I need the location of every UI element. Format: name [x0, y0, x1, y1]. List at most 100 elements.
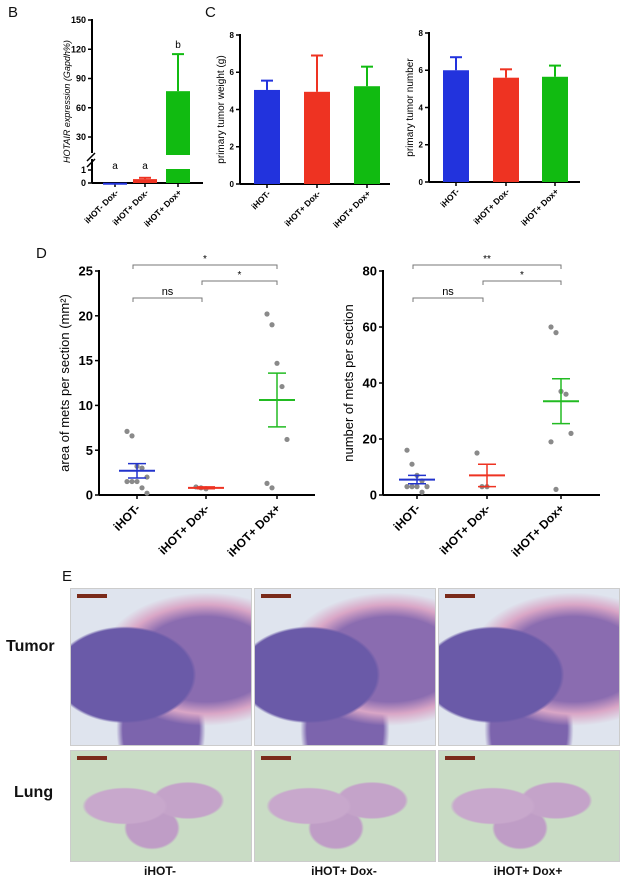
panel-label-d: D [36, 245, 47, 262]
y-axis-label: HOTAIR expression (Gapdh%) [62, 40, 72, 163]
significance-label: ** [483, 254, 491, 265]
y-tick-label: 90 [76, 74, 86, 84]
significance-letter: a [142, 161, 148, 172]
significance-letter: a [112, 161, 118, 172]
x-tick-label: iHOT+ Dox- [282, 188, 322, 228]
data-point [404, 447, 410, 453]
y-tick-label: 4 [230, 105, 235, 114]
bar [443, 70, 469, 182]
axis-break-mark [86, 152, 96, 162]
lung-histology-image [254, 750, 436, 862]
y-tick-label: 0 [81, 178, 86, 188]
x-tick-label: iHOT+ Dox- [471, 186, 511, 226]
y-axis-label: area of mets per section (mm²) [57, 294, 72, 472]
y-tick-label: 30 [76, 132, 86, 142]
y-tick-label: 60 [363, 320, 377, 335]
tumor-histology-image [254, 588, 436, 746]
y-axis-label: number of mets per section [341, 304, 356, 462]
chart-c2: 0 2 4 6 8 primary tumor number iHOT-iHOT+ Dox-… [405, 29, 580, 228]
data-point [409, 461, 415, 467]
y-tick-label: 20 [79, 308, 93, 323]
significance-letter: b [175, 40, 181, 51]
row-label-tumor: Tumor [6, 638, 55, 655]
significance-label: ns [442, 286, 454, 298]
data-point [563, 391, 569, 397]
y-tick-label: 0 [230, 180, 235, 189]
data-point [144, 474, 150, 480]
y-axis-label: primary tumor number [405, 58, 416, 157]
scale-bar [261, 594, 291, 598]
y-tick-label: 80 [363, 264, 377, 279]
x-tick-label: iHOT+ Dox+ [225, 501, 283, 559]
data-point [139, 465, 145, 471]
data-point [419, 489, 425, 495]
bar [493, 77, 519, 182]
bar [166, 91, 190, 155]
data-point [129, 478, 135, 485]
lung-histology-image [70, 750, 252, 862]
y-tick-label: 8 [230, 31, 235, 40]
data-point [264, 480, 270, 486]
y-tick-label: 5 [86, 443, 93, 458]
data-point [414, 484, 420, 490]
y-tick-label: 0 [419, 178, 424, 187]
y-tick-label: 15 [79, 353, 93, 368]
bar [254, 89, 280, 184]
significance-label: * [238, 270, 242, 281]
bar [542, 76, 568, 182]
panel-label-e: E [62, 568, 73, 585]
significance-label: * [203, 254, 207, 265]
column-label-ihot-plus-dox-minus: iHOT+ Dox- [311, 864, 377, 878]
bar [103, 182, 127, 185]
y-tick-label: 40 [363, 376, 377, 391]
y-tick-label: 8 [419, 29, 424, 38]
data-point [124, 428, 130, 434]
axis-break-mark [86, 158, 96, 168]
data-point [124, 478, 130, 485]
data-point [424, 484, 430, 490]
column-label-ihot-minus: iHOT- [144, 864, 176, 878]
chart-b: 0 1 30 60 90 120 150 HOTAIR expression (Gapdh%)… [62, 15, 203, 229]
data-point [474, 450, 480, 456]
tumor-histology-image [438, 588, 620, 746]
scale-bar [445, 756, 475, 760]
scale-bar [445, 594, 475, 598]
panel-label-c: C [205, 4, 216, 21]
significance-bracket [412, 264, 562, 269]
x-tick-label: iHOT- [438, 186, 461, 209]
chart-c1: 0 2 4 6 8 primary tumor weight (g) iHOT-iHOT+ … [216, 31, 390, 230]
significance-bracket [482, 280, 562, 285]
x-tick-label: iHOT+ Dox+ [331, 188, 372, 229]
data-point [568, 430, 574, 436]
data-point [274, 360, 280, 366]
y-tick-label: 60 [76, 103, 86, 113]
x-tick-label: iHOT- [391, 501, 424, 534]
panel-label-b: B [8, 4, 19, 21]
bar [133, 179, 157, 183]
significance-label: * [520, 270, 524, 281]
significance-bracket [132, 264, 278, 269]
bar [166, 169, 190, 183]
y-tick-label: 150 [71, 15, 86, 25]
data-point [548, 324, 554, 330]
data-point [264, 311, 270, 317]
data-point [284, 436, 290, 443]
row-label-lung: Lung [14, 784, 54, 801]
data-point [134, 478, 140, 485]
data-point [129, 433, 135, 439]
y-tick-label: 20 [363, 432, 377, 447]
lung-histology-image [438, 750, 620, 862]
y-tick-label: 120 [71, 44, 86, 54]
x-tick-label: iHOT+ Dox+ [519, 186, 560, 227]
y-tick-label: 0 [86, 488, 93, 503]
data-point [409, 484, 415, 490]
x-tick-label: iHOT+ Dox+ [509, 501, 567, 559]
data-point [144, 490, 150, 496]
data-point [548, 439, 554, 445]
chart-d1: 0 5 10 15 20 25 area of mets per section (mm²)… [57, 254, 315, 560]
y-tick-label: 1 [81, 165, 86, 175]
y-tick-label: 6 [419, 66, 424, 75]
scale-bar [77, 594, 107, 598]
y-tick-label: 2 [230, 143, 235, 152]
